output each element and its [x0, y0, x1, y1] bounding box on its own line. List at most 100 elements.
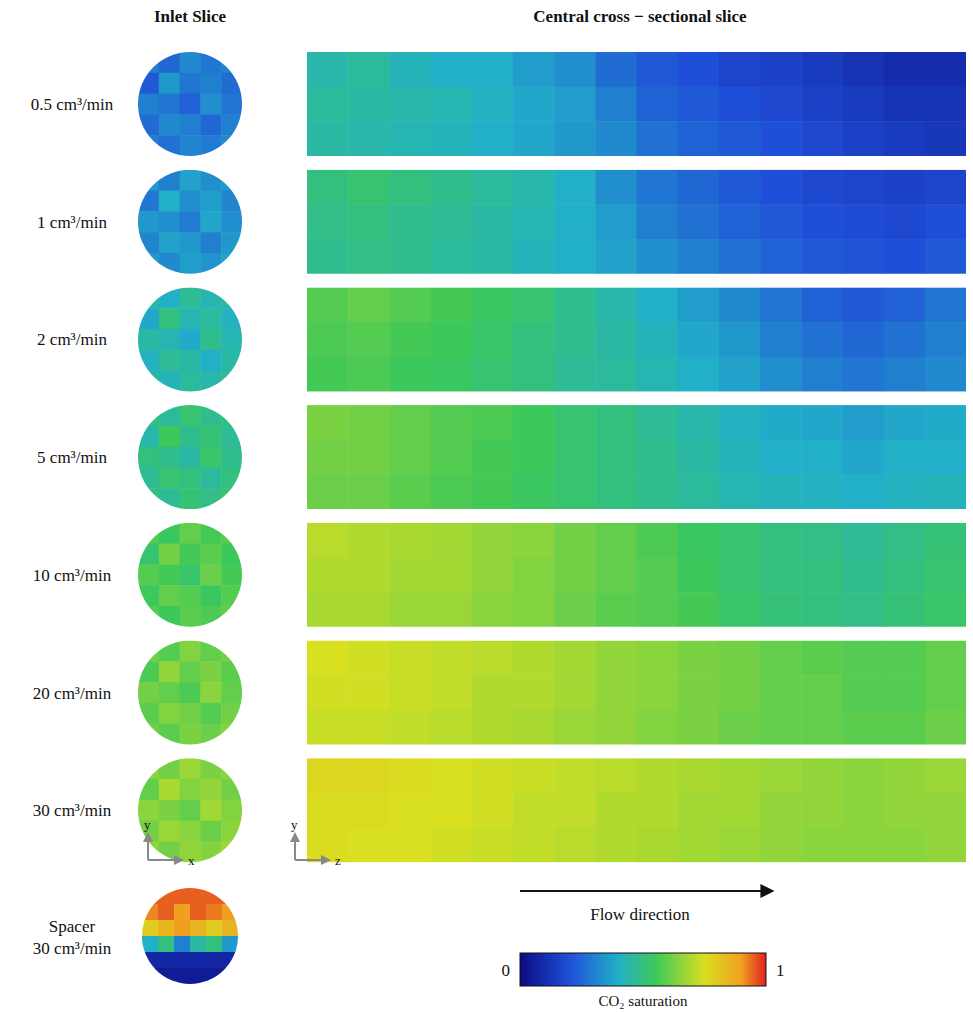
saturation-cell	[637, 793, 679, 828]
saturation-cell	[884, 440, 926, 475]
colorbar-label: CO₂ saturation	[599, 993, 688, 1009]
saturation-cell	[719, 170, 761, 205]
saturation-cell	[513, 357, 555, 392]
saturation-cell	[180, 135, 201, 156]
saturation-cell	[925, 828, 966, 863]
row-label: Spacer	[49, 917, 96, 936]
saturation-cell	[884, 170, 926, 205]
saturation-cell	[513, 121, 555, 156]
saturation-cell	[221, 758, 242, 779]
saturation-cell	[348, 405, 390, 440]
saturation-cell	[222, 904, 239, 921]
saturation-cell	[760, 641, 802, 676]
saturation-cell	[138, 779, 159, 800]
glyph-arrow	[295, 859, 329, 861]
saturation-cell	[159, 641, 180, 662]
saturation-cell	[431, 357, 473, 392]
saturation-cell	[513, 204, 555, 239]
saturation-cell	[760, 287, 802, 322]
saturation-cell	[595, 592, 637, 627]
saturation-cell	[842, 793, 884, 828]
saturation-cell	[389, 440, 431, 475]
saturation-cell	[884, 87, 926, 122]
saturation-cell	[138, 641, 159, 662]
saturation-cell	[206, 936, 223, 953]
saturation-cell	[200, 350, 221, 371]
saturation-cell	[180, 641, 201, 662]
saturation-cell	[200, 253, 221, 274]
saturation-cell	[159, 800, 180, 821]
saturation-cell	[200, 841, 221, 862]
saturation-cell	[431, 828, 473, 863]
glyph-arrow	[147, 834, 149, 860]
saturation-cell	[431, 405, 473, 440]
saturation-cell	[158, 952, 175, 969]
saturation-cell	[221, 94, 242, 115]
saturation-cell	[884, 557, 926, 592]
saturation-cell	[138, 682, 159, 703]
saturation-cell	[554, 204, 596, 239]
saturation-cell	[554, 793, 596, 828]
saturation-cell	[200, 405, 221, 426]
saturation-cell	[431, 52, 473, 87]
saturation-cell	[719, 758, 761, 793]
row-label: 30 cm³/min	[33, 801, 112, 820]
saturation-cell	[760, 592, 802, 627]
saturation-cell	[595, 405, 637, 440]
saturation-cell	[719, 204, 761, 239]
saturation-cell	[180, 211, 201, 232]
saturation-cell	[513, 322, 555, 357]
saturation-cell	[307, 287, 349, 322]
saturation-cell	[513, 405, 555, 440]
saturation-cell	[348, 557, 390, 592]
saturation-cell	[222, 952, 239, 969]
saturation-cell	[472, 170, 514, 205]
saturation-cell	[719, 405, 761, 440]
saturation-cell	[431, 287, 473, 322]
saturation-cell	[760, 405, 802, 440]
saturation-cell	[180, 703, 201, 724]
saturation-cell	[760, 793, 802, 828]
saturation-cell	[884, 828, 926, 863]
figure: Inlet SliceCentral cross − sectional sli…	[0, 0, 973, 1012]
saturation-cell	[180, 94, 201, 115]
saturation-cell	[159, 682, 180, 703]
saturation-cell	[801, 440, 843, 475]
saturation-cell	[174, 968, 191, 985]
saturation-cell	[884, 52, 926, 87]
saturation-cell	[595, 121, 637, 156]
row-label: 2 cm³/min	[37, 330, 107, 349]
saturation-cell	[200, 800, 221, 821]
saturation-cell	[925, 322, 966, 357]
saturation-cell	[389, 87, 431, 122]
saturation-cell	[431, 557, 473, 592]
saturation-cell	[180, 488, 201, 509]
saturation-cell	[595, 710, 637, 745]
saturation-cell	[801, 287, 843, 322]
inlet-slice	[138, 641, 243, 746]
saturation-cell	[159, 564, 180, 585]
saturation-cell	[842, 758, 884, 793]
saturation-cell	[925, 87, 966, 122]
saturation-cell	[138, 308, 159, 329]
saturation-cell	[142, 968, 159, 985]
saturation-cell	[307, 357, 349, 392]
saturation-cell	[719, 641, 761, 676]
saturation-cell	[221, 841, 242, 862]
saturation-cell	[180, 447, 201, 468]
saturation-cell	[159, 232, 180, 253]
saturation-cell	[925, 440, 966, 475]
saturation-cell	[206, 968, 223, 985]
saturation-cell	[180, 371, 201, 392]
axis-glyph: xy	[144, 817, 195, 868]
saturation-cell	[472, 675, 514, 710]
column-title: Central cross − sectional slice	[533, 7, 747, 26]
saturation-cell	[200, 170, 221, 191]
saturation-cell	[200, 73, 221, 94]
saturation-cell	[719, 357, 761, 392]
saturation-cell	[200, 371, 221, 392]
saturation-cell	[842, 322, 884, 357]
saturation-cell	[513, 828, 555, 863]
saturation-cell	[595, 322, 637, 357]
inlet-slice	[138, 170, 243, 274]
